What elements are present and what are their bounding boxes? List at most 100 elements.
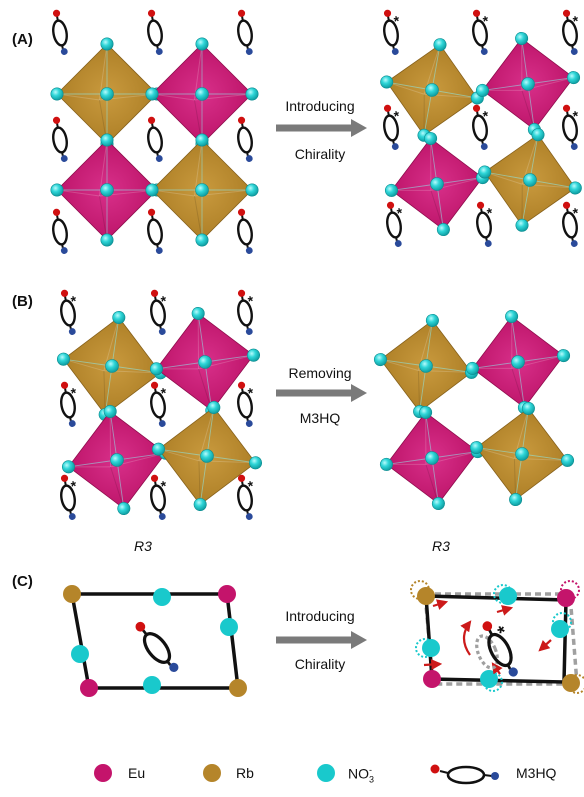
m3hq-stem-bottom: [69, 324, 72, 329]
panel-b-arrow-text-2: M3HQ: [299, 410, 341, 426]
chirality-star: *: [572, 204, 581, 221]
octahedron-edge: [99, 43, 108, 101]
m3hq-molecule: [147, 116, 163, 162]
octahedron-edge: [99, 195, 108, 241]
m3hq-molecule: [237, 208, 253, 254]
vertex-sphere: [245, 183, 259, 197]
panel-b-label: (B): [12, 293, 33, 310]
chirality-star: *: [70, 477, 79, 494]
m3hq-molecule-chiral: *: [150, 381, 168, 427]
no3-edge: [143, 676, 161, 694]
center-sphere: [430, 177, 444, 191]
rotation-arrow: [460, 620, 472, 656]
chirality-star: *: [396, 204, 405, 221]
vertex-sphere: [469, 441, 483, 455]
vertex-sphere: [557, 349, 571, 363]
m3hq-ring: [147, 126, 163, 154]
chirality-star: *: [70, 292, 79, 309]
nitrogen-dot: [245, 420, 253, 427]
chirality-star: *: [70, 384, 79, 401]
octahedron-edge: [423, 94, 425, 136]
octahedron-edge: [386, 451, 478, 465]
vertex-sphere: [149, 362, 163, 376]
bond-line: [521, 179, 531, 226]
octahedron-edge: [198, 407, 215, 461]
m3hq-molecule: [52, 9, 68, 55]
m3hq-molecule: [147, 9, 163, 55]
vertex-sphere: [379, 457, 393, 471]
unit-cell-outline: [69, 592, 240, 690]
bond-line: [206, 407, 215, 457]
bond-line: [527, 77, 574, 85]
panel-a-arrow: [276, 119, 367, 137]
m3hq-molecule-chiral: *: [472, 104, 490, 150]
octahedron-edge: [482, 77, 574, 91]
vertex-sphere: [100, 133, 114, 147]
nitrogen-dot: [158, 420, 166, 427]
m3hq-molecule-chiral: *: [237, 289, 256, 335]
oxygen-dot: [237, 381, 246, 389]
octahedron-edge: [56, 189, 158, 197]
vertex-sphere: [505, 309, 519, 323]
nitrogen-dot: [245, 247, 253, 254]
arrow-head: [351, 384, 367, 402]
m3hq-ring: [147, 19, 163, 47]
vertex-sphere: [515, 31, 529, 45]
center-sphere: [511, 355, 525, 369]
rb-corner: [417, 587, 435, 605]
octahedron-edge: [380, 359, 472, 373]
nitrogen-dot: [391, 143, 399, 150]
chirality-star: *: [486, 204, 495, 221]
bond-line: [436, 183, 444, 230]
nitrogen-dot: [68, 420, 76, 427]
octahedron-edge: [476, 447, 568, 461]
octahedron-edge: [513, 458, 517, 500]
m3hq-molecule-chiral: *: [237, 381, 255, 427]
oxygen-dot: [237, 289, 246, 297]
m3hq-stem-bottom: [61, 44, 64, 49]
arrow-shaft: [276, 124, 353, 132]
oxygen-dot: [150, 474, 159, 482]
vertex-sphere: [61, 460, 75, 474]
bond-line: [476, 447, 523, 455]
nitrogen-dot: [155, 247, 163, 254]
octahedron-edge: [156, 354, 254, 370]
m3hq-stem-bottom: [481, 139, 484, 144]
m3hq-molecule-chiral: *: [237, 474, 255, 520]
m3hq-stem-bottom: [246, 509, 249, 514]
m3hq-molecule: [237, 116, 253, 162]
octahedron-edge: [391, 177, 483, 191]
displacement-arrow: [432, 599, 449, 610]
bond-line: [197, 313, 206, 363]
oxygen-dot: [52, 208, 61, 216]
octahedron-edge: [472, 355, 564, 369]
chirality-star: *: [160, 477, 169, 494]
chirality-star: *: [393, 12, 402, 29]
bond-line: [63, 358, 113, 367]
m3hq-ring: [147, 218, 163, 246]
oxygen-dot: [386, 201, 395, 209]
oxygen-dot: [135, 621, 146, 632]
m3hq-stem-bottom: [481, 44, 484, 49]
m3hq-molecule-chiral: *: [383, 9, 402, 55]
legend-m3hq-label: M3HQ: [516, 765, 557, 781]
center-sphere: [523, 173, 537, 187]
octahedron-edge: [68, 452, 166, 468]
eu-octahedron: [475, 31, 581, 137]
eu-corner: [423, 670, 441, 688]
panel-c-arrow-text-2: Chirality: [294, 656, 346, 672]
m3hq-stem-bottom: [159, 324, 162, 329]
ghost-eu: [560, 580, 580, 600]
center-sphere: [521, 77, 535, 91]
chirality-star: *: [247, 292, 256, 309]
m3hq-stem-bottom: [156, 151, 159, 156]
m3hq-molecule-chiral: *: [386, 201, 405, 247]
bond-line: [431, 451, 478, 459]
bond-line: [517, 361, 525, 408]
oxygen-dot: [237, 116, 246, 124]
m3hq-stem-bottom: [246, 151, 249, 156]
bond-line: [425, 320, 433, 367]
vertex-sphere: [50, 87, 64, 101]
ghost-no3: [552, 612, 572, 632]
